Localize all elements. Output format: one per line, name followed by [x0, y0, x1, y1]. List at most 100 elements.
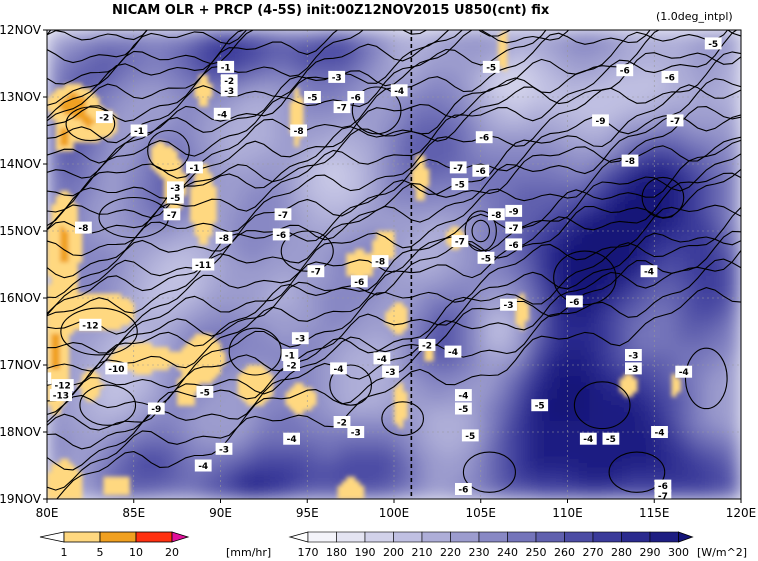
olr-cell — [68, 186, 81, 199]
precip-cell — [259, 400, 265, 406]
olr-cell — [535, 219, 547, 232]
u850-contour — [228, 327, 282, 376]
precip-cell — [198, 204, 204, 210]
precip-cell — [172, 356, 178, 362]
olr-cell — [524, 398, 536, 411]
precip-cell — [259, 373, 265, 379]
precip-cell — [363, 262, 369, 268]
olr-cell — [524, 454, 536, 467]
olr-cell — [263, 264, 276, 277]
olr-cell — [459, 454, 471, 467]
precip-cell — [81, 298, 87, 304]
precip-cell — [337, 494, 343, 499]
olr-cell — [101, 219, 113, 232]
olr-cell — [654, 264, 666, 277]
olr-cell — [675, 175, 688, 188]
olr-colorbar-label: 200 — [383, 546, 404, 559]
precip-cell — [203, 333, 209, 339]
olr-cell — [209, 85, 222, 98]
precip-cell — [177, 396, 182, 402]
olr-cell — [415, 85, 428, 98]
olr-cell — [708, 298, 721, 310]
precip-cell — [73, 253, 78, 259]
precip-cell — [138, 356, 143, 362]
contour-label-box — [330, 362, 347, 375]
olr-cell — [274, 353, 287, 366]
olr-cell — [578, 63, 590, 76]
olr-cell — [394, 52, 406, 65]
precip-cell — [142, 360, 148, 366]
olr-cell — [600, 253, 612, 266]
olr-cell — [133, 398, 146, 411]
olr-cell — [448, 376, 460, 389]
olr-cell — [567, 398, 580, 411]
olr-cell — [57, 63, 70, 76]
olr-cell — [155, 476, 167, 489]
precip-cell — [68, 324, 74, 330]
olr-cell — [231, 409, 243, 422]
olr-cell — [610, 186, 623, 199]
olr-colorbar-label: 220 — [440, 546, 461, 559]
precip-cell — [60, 146, 65, 152]
olr-cell — [513, 130, 525, 143]
olr-cell — [600, 41, 612, 54]
precip-cell — [420, 177, 425, 183]
precip-cell — [142, 365, 148, 371]
olr-cell — [404, 387, 417, 400]
olr-cell — [328, 298, 341, 310]
precip-cell — [671, 382, 677, 388]
olr-cell — [394, 443, 406, 456]
precip-cell — [368, 253, 373, 259]
olr-cell — [524, 376, 536, 389]
olr-cell — [372, 443, 384, 456]
olr-cell — [459, 264, 471, 277]
precip-cell — [172, 360, 178, 366]
olr-cell — [166, 253, 178, 266]
precip-cell — [60, 128, 65, 134]
olr-cell — [415, 74, 428, 87]
olr-cell — [122, 85, 135, 98]
olr-cell — [383, 298, 395, 310]
olr-cell — [112, 454, 124, 467]
olr-cell — [524, 141, 536, 154]
olr-cell — [339, 152, 352, 165]
olr-cell — [177, 465, 189, 478]
precip-cell — [164, 365, 169, 371]
olr-cell — [274, 476, 287, 489]
olr-cell — [426, 398, 439, 411]
precip-cell — [385, 315, 391, 321]
olr-cell — [545, 41, 558, 54]
olr-cell — [632, 387, 645, 400]
olr-cell — [231, 443, 243, 456]
olr-cell — [730, 476, 741, 489]
olr-cell — [296, 432, 308, 444]
contour-label-box — [290, 124, 307, 137]
olr-colorbar-label: 240 — [497, 546, 518, 559]
olr-cell — [57, 175, 70, 188]
u850-contour — [47, 30, 326, 119]
olr-cell — [122, 141, 135, 154]
olr-cell — [437, 387, 449, 400]
precip-cell — [73, 481, 78, 487]
olr-colorbar-label: 290 — [640, 546, 661, 559]
precip-cell — [194, 365, 200, 371]
precip-cell — [519, 311, 525, 317]
olr-cell — [686, 119, 699, 132]
precip-cell — [64, 141, 70, 147]
olr-cell — [589, 231, 601, 243]
olr-cell — [274, 275, 287, 288]
olr-cell — [133, 52, 146, 65]
olr-cell — [610, 30, 623, 42]
olr-cell — [122, 175, 135, 188]
olr-cell — [68, 141, 81, 154]
precip-cell — [73, 204, 78, 210]
contour-label-text: -3 — [224, 87, 234, 97]
olr-cell — [665, 197, 677, 210]
precip-cell — [350, 266, 356, 272]
olr-cell — [665, 275, 677, 288]
olr-cell — [404, 30, 417, 42]
olr-cell — [545, 420, 558, 433]
contour-label-text: -7 — [455, 238, 465, 248]
olr-cell — [253, 286, 265, 299]
olr-cell — [220, 41, 233, 54]
